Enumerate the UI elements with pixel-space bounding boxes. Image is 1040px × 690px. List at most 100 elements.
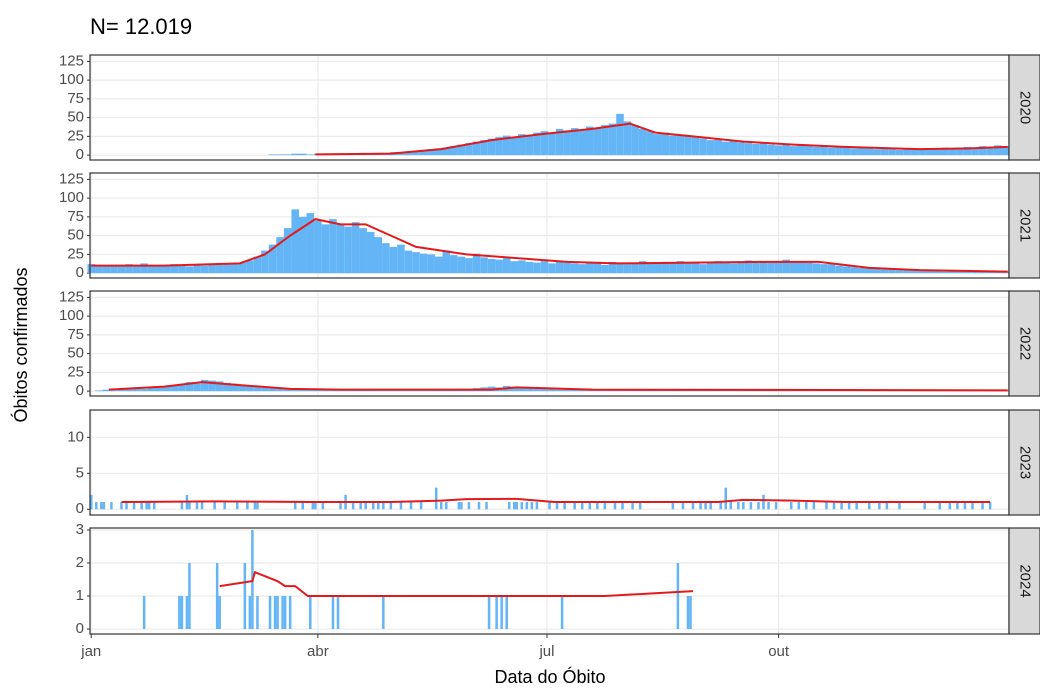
bar xyxy=(978,271,987,274)
y-tick-label: 50 xyxy=(67,109,84,126)
bar xyxy=(684,263,692,274)
bar xyxy=(737,502,740,510)
bar xyxy=(311,502,315,510)
bar xyxy=(812,502,816,510)
bar xyxy=(442,147,451,156)
bar xyxy=(608,390,617,392)
bar xyxy=(988,502,992,510)
bar xyxy=(525,261,534,274)
bar xyxy=(457,256,466,274)
bar xyxy=(535,502,539,510)
y-tick-label: 50 xyxy=(67,345,84,362)
bar xyxy=(963,270,972,274)
bar xyxy=(820,146,828,156)
bar xyxy=(306,154,315,156)
bar xyxy=(744,143,753,156)
moving-average-line xyxy=(91,218,1008,273)
bar xyxy=(842,266,851,274)
facet-strip xyxy=(1008,527,1040,635)
bar xyxy=(842,147,851,156)
bar xyxy=(978,146,987,156)
bar xyxy=(623,390,632,392)
bar xyxy=(805,146,813,156)
bar xyxy=(638,502,642,510)
y-tick-label: 50 xyxy=(67,227,84,244)
bar xyxy=(540,261,549,274)
bar xyxy=(757,502,760,510)
bar xyxy=(163,264,171,274)
bar xyxy=(283,388,292,392)
bar xyxy=(518,387,526,392)
y-tick-label: 75 xyxy=(67,208,84,225)
bar xyxy=(525,388,534,392)
bar xyxy=(472,253,481,274)
bar xyxy=(752,261,760,274)
bar xyxy=(510,261,519,274)
bar xyxy=(512,502,516,510)
moving-average-line xyxy=(121,497,991,504)
bar xyxy=(132,264,141,274)
bar xyxy=(724,487,728,510)
moving-average-line xyxy=(315,122,1008,156)
bar xyxy=(502,258,511,274)
bar xyxy=(646,390,654,392)
bar xyxy=(767,502,770,510)
bar xyxy=(344,226,352,274)
bar xyxy=(752,143,760,156)
bar xyxy=(132,388,141,392)
bar xyxy=(412,150,420,156)
bar xyxy=(359,502,362,510)
y-tick-label: 100 xyxy=(59,307,84,324)
bar xyxy=(623,264,632,274)
bar xyxy=(719,502,722,510)
bar xyxy=(737,142,745,156)
bar xyxy=(427,254,435,274)
bar xyxy=(918,148,926,156)
y-tick-label: 125 xyxy=(59,170,84,187)
bar xyxy=(200,502,204,510)
bar xyxy=(397,244,405,274)
bar xyxy=(276,154,284,156)
bar xyxy=(147,502,151,510)
bar xyxy=(797,145,806,156)
y-tick-label: 100 xyxy=(59,189,84,206)
bar xyxy=(586,126,594,156)
bar xyxy=(419,502,423,510)
bar xyxy=(671,502,675,510)
bar xyxy=(170,385,179,392)
bar xyxy=(938,502,942,510)
y-tick-label: 0 xyxy=(76,146,84,163)
bar xyxy=(742,502,745,510)
bar xyxy=(110,264,118,274)
bar xyxy=(721,261,730,274)
bar xyxy=(102,502,106,510)
bar xyxy=(948,502,952,510)
x-tick-label: jul xyxy=(538,643,554,660)
bar xyxy=(880,269,889,274)
bar xyxy=(215,264,224,274)
bar xyxy=(487,258,496,274)
bar xyxy=(767,262,775,274)
bar xyxy=(782,144,790,156)
bar xyxy=(477,502,481,510)
bar xyxy=(230,383,239,392)
bar xyxy=(314,502,317,510)
facet-label: 2020 xyxy=(1017,91,1034,124)
bar xyxy=(767,144,775,156)
bar xyxy=(699,264,707,274)
panel-background xyxy=(90,410,1009,515)
bar xyxy=(684,136,692,156)
bar xyxy=(631,125,639,156)
bar xyxy=(495,259,503,274)
y-tick-label: 5 xyxy=(76,464,84,481)
bar xyxy=(789,502,793,510)
bar xyxy=(601,125,609,156)
bar xyxy=(359,228,367,274)
bar xyxy=(971,147,979,156)
bar xyxy=(805,262,813,274)
bar xyxy=(759,143,768,156)
bar xyxy=(364,502,367,510)
bar xyxy=(273,596,277,630)
bar xyxy=(439,502,443,510)
facet-label: 2023 xyxy=(1017,446,1034,479)
